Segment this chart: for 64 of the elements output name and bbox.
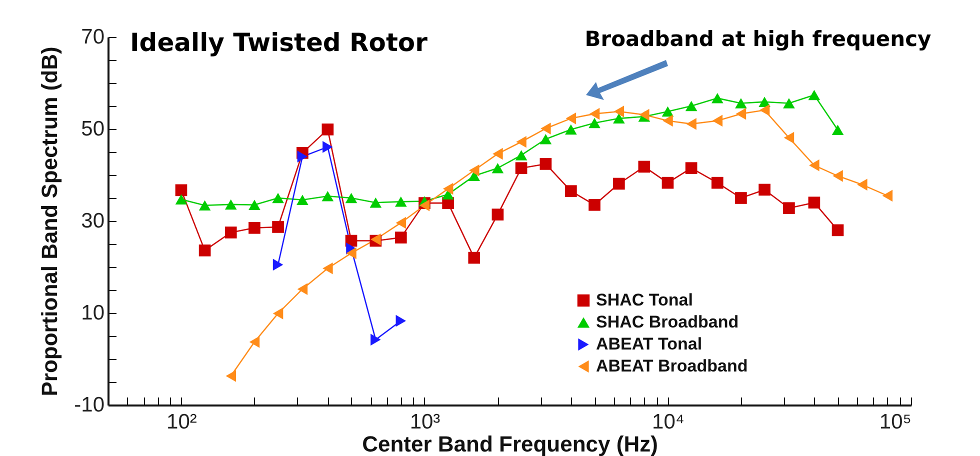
y-tick-label: 50 — [81, 118, 104, 140]
point — [588, 118, 600, 128]
point — [492, 208, 504, 220]
legend-label: SHAC Tonal — [596, 290, 693, 310]
point — [832, 224, 844, 236]
point — [515, 150, 528, 160]
point — [685, 162, 698, 174]
point — [783, 202, 795, 214]
point — [783, 98, 795, 108]
point — [272, 221, 284, 233]
point — [613, 113, 625, 124]
x-tick-label: 10⁵ — [879, 410, 912, 434]
point — [662, 106, 674, 117]
point — [613, 178, 625, 190]
point — [394, 196, 407, 207]
point — [832, 124, 844, 136]
point — [758, 96, 770, 107]
point — [540, 158, 552, 170]
point — [370, 197, 382, 208]
point — [394, 232, 407, 244]
point — [515, 162, 528, 174]
x-tick-label: 10⁴ — [652, 410, 684, 434]
point — [711, 93, 724, 104]
point — [808, 196, 820, 209]
point — [735, 192, 747, 204]
point — [638, 160, 650, 173]
point — [758, 184, 770, 196]
y-tick-label: 70 — [81, 26, 104, 48]
point — [248, 222, 260, 234]
point — [492, 162, 504, 174]
point — [296, 194, 308, 205]
legend-label: ABEAT Tonal — [596, 334, 702, 354]
legend-label: ABEAT Broadband — [596, 356, 748, 376]
chart-title: Ideally Twisted Rotor — [130, 28, 428, 57]
point — [711, 176, 724, 189]
x-tick-label: 10² — [166, 410, 197, 434]
point — [224, 199, 237, 210]
point — [345, 192, 358, 204]
point — [198, 200, 211, 210]
point — [175, 184, 188, 196]
point — [175, 194, 188, 205]
point — [588, 198, 600, 211]
x-axis-title: Center Band Frequency (Hz) — [362, 432, 658, 456]
y-tick-label: -10 — [74, 394, 104, 416]
x-tick-label: 10³ — [410, 410, 440, 434]
point — [468, 252, 480, 264]
point — [735, 98, 747, 108]
y-axis-title: Proportional Band Spectrum (dB) — [37, 46, 62, 396]
point — [662, 176, 674, 189]
y-tick-label: 10 — [81, 302, 104, 324]
point — [322, 191, 334, 202]
point — [248, 200, 260, 210]
point — [565, 185, 577, 198]
point — [272, 192, 284, 204]
y-tick-label: 30 — [81, 210, 104, 232]
point — [685, 100, 698, 112]
point — [808, 90, 820, 100]
point — [198, 244, 211, 256]
point — [565, 124, 577, 135]
annotation: Broadband at high frequency — [584, 27, 932, 51]
point — [540, 134, 552, 144]
point — [322, 124, 334, 136]
legend-label: SHAC Broadband — [596, 312, 739, 332]
point — [224, 226, 237, 238]
